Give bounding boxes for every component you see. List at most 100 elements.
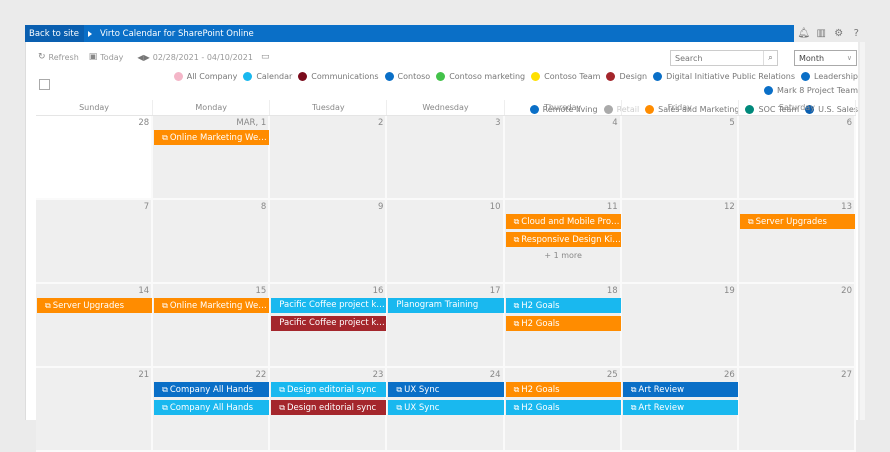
legend-item[interactable]: Contoso Team <box>531 72 600 81</box>
event-title: Responsive Design Kic... <box>521 235 621 245</box>
legend-item[interactable]: Contoso <box>384 72 430 81</box>
calendar-event[interactable]: ⧉ Cloud and Mobile Prof... <box>505 214 621 229</box>
search-button[interactable]: ⌕ <box>763 51 777 65</box>
day-cell[interactable]: 20 <box>738 284 856 368</box>
legend-item[interactable]: Digital Initiative Public Relations <box>653 72 795 81</box>
next-arrow-icon[interactable]: ▶ <box>143 52 150 62</box>
day-cell[interactable]: 28 <box>36 116 154 200</box>
calendar-event[interactable]: ⧉ Design editorial sync <box>271 382 387 397</box>
legend-item[interactable]: Contoso marketing <box>436 72 525 81</box>
event-title: H2 Goals <box>521 301 560 311</box>
day-cell[interactable]: 4 <box>504 116 622 200</box>
gear-icon[interactable]: ⚙ <box>834 28 844 39</box>
legend-item[interactable]: Calendar <box>243 72 292 81</box>
calendar-event[interactable]: Pacific Coffee project kick... <box>271 316 387 331</box>
day-number: 19 <box>724 286 735 296</box>
day-number: 5 <box>729 118 735 128</box>
day-cell[interactable]: 9 <box>270 200 388 284</box>
recurring-event-icon: ⧉ <box>513 235 520 244</box>
event-title: Pacific Coffee project kick... <box>279 318 387 328</box>
calendar-event[interactable]: ⧉ Responsive Design Kic... <box>505 232 621 247</box>
calendar-event[interactable]: ⧉ H2 Goals <box>505 316 621 331</box>
recurring-event-icon: ⧉ <box>162 301 168 310</box>
day-of-week-label: Thursday <box>505 100 622 115</box>
day-cell[interactable]: 7 <box>36 200 154 284</box>
day-cell[interactable]: 12 <box>621 200 739 284</box>
legend-item[interactable]: All Company <box>173 72 237 81</box>
reader-icon[interactable]: ▥ <box>816 28 826 39</box>
legend-item[interactable]: Communications <box>298 72 379 81</box>
event-title: Art Review <box>638 403 685 413</box>
day-cell[interactable]: 27 <box>738 368 856 452</box>
calendar-color-dot-icon <box>529 105 539 114</box>
day-cell[interactable]: 5 <box>621 116 739 200</box>
legend-item[interactable]: U.S. Sales <box>805 105 858 114</box>
calendar-event[interactable]: ⧉ UX Sync <box>388 382 504 397</box>
legend-item[interactable]: SOC Team <box>745 105 799 114</box>
day-number: 2 <box>378 118 384 128</box>
calendar-event[interactable]: Planogram Training <box>388 298 504 313</box>
refresh-icon: ↻ <box>38 52 46 62</box>
back-to-site-label: Back to site <box>29 28 79 39</box>
date-picker-icon[interactable]: ▭ <box>260 52 270 62</box>
calendar-event[interactable]: ⧉ Online Marketing Wee... <box>154 130 270 145</box>
more-events-link[interactable]: + 1 more <box>544 251 582 260</box>
week-row: 28 MAR, 1 2 3 4 5 6 ⧉ Online Marketing Wee... <box>36 116 856 200</box>
scrollbar[interactable] <box>860 42 865 420</box>
back-to-site-button[interactable]: Back to site <box>25 25 84 42</box>
day-cell[interactable]: 3 <box>387 116 505 200</box>
search-input[interactable] <box>671 51 763 65</box>
calendar-event[interactable]: ⧉ Server Upgrades <box>37 298 153 313</box>
day-number: 26 <box>724 370 735 380</box>
day-cell[interactable]: MAR, 1 <box>153 116 271 200</box>
calendar-event[interactable]: ⧉ Online Marketing Wee... <box>154 298 270 313</box>
prev-arrow-icon[interactable]: ◀ <box>137 52 144 62</box>
day-cell[interactable]: 17 <box>387 284 505 368</box>
legend-item[interactable]: Remote living <box>529 105 598 114</box>
select-all-calendars-checkbox[interactable] <box>39 79 50 90</box>
day-cell[interactable]: 21 <box>36 368 154 452</box>
calendar-event[interactable]: ⧉ Design editorial sync <box>271 400 387 415</box>
event-title: UX Sync <box>404 385 440 395</box>
calendar-event[interactable]: Pacific Coffee project kick... <box>271 298 387 313</box>
refresh-button[interactable]: ↻ Refresh <box>38 52 79 62</box>
legend-label: Sales and Marketing <box>658 105 740 114</box>
day-cell[interactable]: 2 <box>270 116 388 200</box>
day-number: 21 <box>138 370 150 380</box>
calendar-color-dot-icon <box>745 105 755 114</box>
calendar-event[interactable]: ⧉ Art Review <box>622 400 738 415</box>
today-label: Today <box>100 52 124 62</box>
calendar-color-dot-icon <box>653 72 663 81</box>
calendar-event[interactable]: ⧉ Art Review <box>622 382 738 397</box>
calendar-color-dot-icon <box>384 72 394 81</box>
calendar-event[interactable]: ⧉ Server Upgrades <box>739 214 855 229</box>
help-icon[interactable]: ? <box>853 28 859 39</box>
legend-item[interactable]: Leadership <box>801 72 858 81</box>
legend-item[interactable]: Retail <box>603 105 639 114</box>
refresh-label: Refresh <box>48 52 79 62</box>
day-cell[interactable]: 15 <box>153 284 271 368</box>
bell-icon[interactable]: 🔔︎ <box>797 28 811 39</box>
event-title: UX Sync <box>404 403 440 413</box>
today-button[interactable]: ▣ Today <box>89 52 124 62</box>
day-cell[interactable]: 19 <box>621 284 739 368</box>
day-cell[interactable]: 8 <box>153 200 271 284</box>
day-cell[interactable]: 14 <box>36 284 154 368</box>
recurring-event-icon: ⧉ <box>513 217 520 226</box>
legend-item[interactable]: Design <box>606 72 647 81</box>
view-select[interactable]: Month ∨ <box>794 50 857 66</box>
calendar-event[interactable]: ⧉ H2 Goals <box>505 382 621 397</box>
calendar-event[interactable]: ⧉ UX Sync <box>388 400 504 415</box>
legend-item[interactable]: Mark 8 Project Team <box>764 86 858 95</box>
calendar-event[interactable]: ⧉ Company All Hands <box>154 382 270 397</box>
day-cell[interactable]: 6 <box>738 116 856 200</box>
calendar-event[interactable]: ⧉ Company All Hands <box>154 400 270 415</box>
event-title: Design editorial sync <box>287 385 377 395</box>
legend-item[interactable]: Sales and Marketing <box>645 105 739 114</box>
calendar-event[interactable]: ⧉ H2 Goals <box>505 298 621 313</box>
search-icon: ⌕ <box>768 53 773 62</box>
legend-label: Design <box>619 72 648 81</box>
day-cell[interactable]: 13 <box>738 200 856 284</box>
calendar-event[interactable]: ⧉ H2 Goals <box>505 400 621 415</box>
day-cell[interactable]: 10 <box>387 200 505 284</box>
